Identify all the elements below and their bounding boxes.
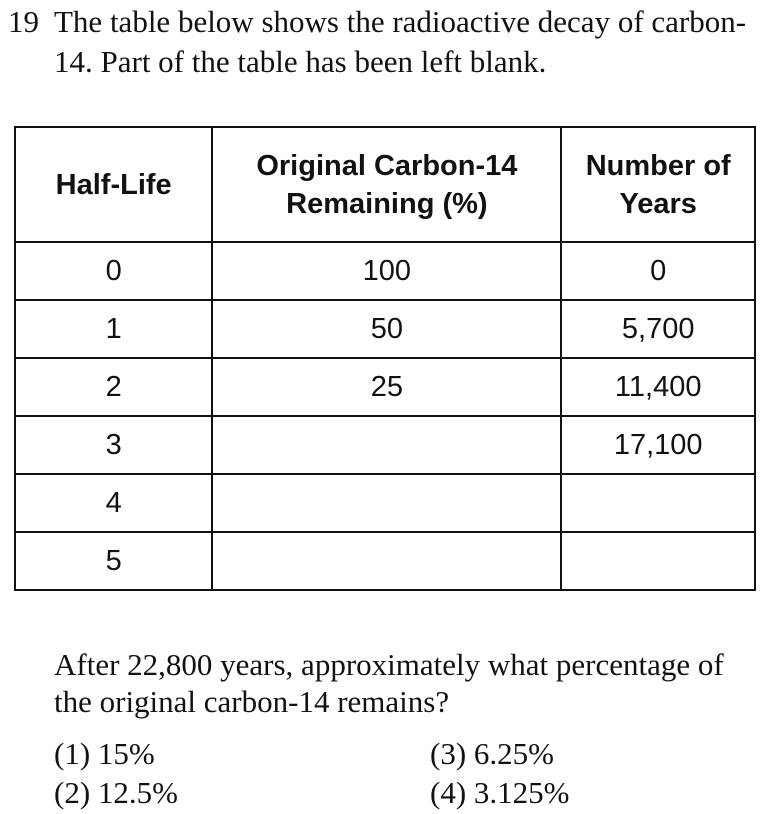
header-years-line1: Number of xyxy=(585,149,731,182)
cell-remaining xyxy=(211,415,563,475)
cell-years: 0 xyxy=(560,241,756,301)
table-row: 5 xyxy=(13,531,756,591)
cell-remaining: 100 xyxy=(211,241,563,301)
cell-half-life: 4 xyxy=(13,473,214,533)
cell-remaining xyxy=(211,473,563,533)
header-years-line2: Years xyxy=(619,187,697,220)
cell-remaining: 50 xyxy=(211,299,563,359)
table-row: 1 50 5,700 xyxy=(13,299,756,359)
cell-years: 17,100 xyxy=(560,415,756,475)
choice-text: 6.25% xyxy=(473,736,554,771)
table-row: 0 100 0 xyxy=(13,241,756,301)
question-number: 19 xyxy=(8,4,39,39)
cell-years: 5,700 xyxy=(560,299,756,359)
choice-label: (3) xyxy=(430,736,467,771)
cell-years: 11,400 xyxy=(560,357,756,417)
choice-text: 15% xyxy=(97,736,155,771)
cell-years xyxy=(560,531,756,591)
header-remaining: Original Carbon-14 Remaining (%) xyxy=(211,126,563,243)
cell-remaining xyxy=(211,531,563,591)
cell-half-life: 1 xyxy=(13,299,214,359)
cell-half-life: 3 xyxy=(13,415,214,475)
header-half-life: Half-Life xyxy=(13,126,214,243)
cell-remaining: 25 xyxy=(211,357,563,417)
choice-text: 3.125% xyxy=(473,775,570,810)
choice-label: (2) xyxy=(54,775,91,810)
answer-choice-3[interactable]: (3) 6.25% xyxy=(430,736,554,772)
choice-text: 12.5% xyxy=(97,775,178,810)
table-row: 2 25 11,400 xyxy=(13,357,756,417)
cell-years xyxy=(560,473,756,533)
question-prompt: After 22,800 years, approximately what p… xyxy=(54,647,724,719)
choice-label: (4) xyxy=(430,775,467,810)
header-remaining-line1: Original Carbon-14 xyxy=(256,149,518,182)
cell-half-life: 5 xyxy=(13,531,214,591)
decay-table: Half-Life Original Carbon-14 Remaining (… xyxy=(13,126,756,591)
header-years: Number of Years xyxy=(560,126,756,243)
table-header-row: Half-Life Original Carbon-14 Remaining (… xyxy=(13,126,756,243)
cell-half-life: 0 xyxy=(13,241,214,301)
choice-label: (1) xyxy=(54,736,91,771)
answer-choice-2[interactable]: (2) 12.5% xyxy=(54,775,178,811)
header-remaining-line2: Remaining (%) xyxy=(286,187,488,220)
cell-half-life: 2 xyxy=(13,357,214,417)
question-intro: The table below shows the radioactive de… xyxy=(54,4,747,79)
answer-choice-4[interactable]: (4) 3.125% xyxy=(430,775,569,811)
answer-choice-1[interactable]: (1) 15% xyxy=(54,736,155,772)
table-row: 4 xyxy=(13,473,756,533)
table-row: 3 17,100 xyxy=(13,415,756,475)
